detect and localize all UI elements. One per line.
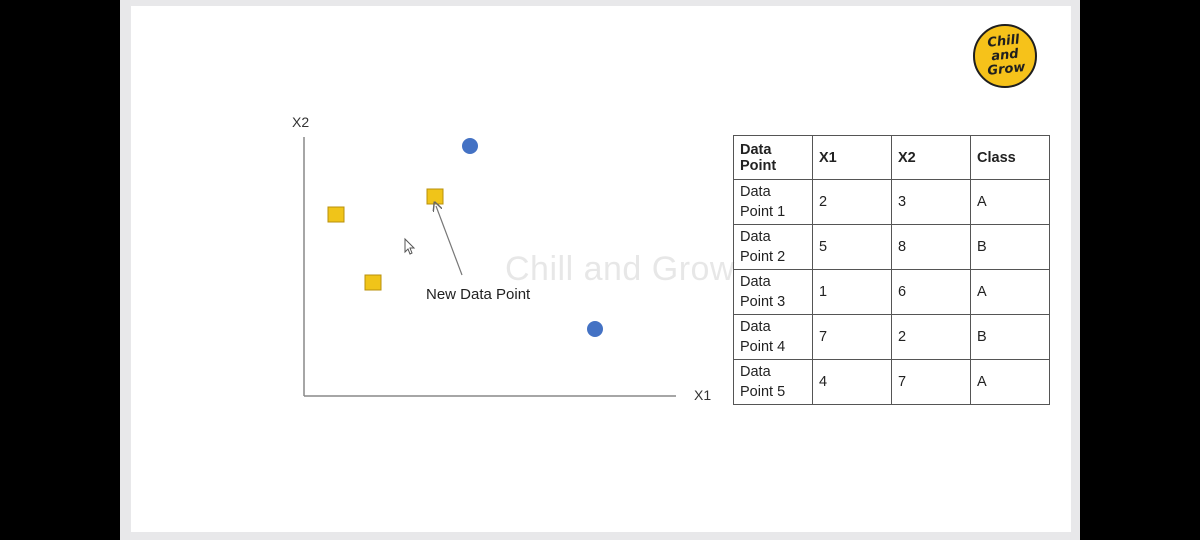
cell-point-name: Data Point 5 [733, 359, 813, 405]
header-class: Class [970, 135, 1050, 180]
table-row: Data Point 5 4 7 A [733, 359, 1050, 405]
cell-x2: 8 [891, 224, 971, 270]
cell-point-name: Data Point 4 [733, 314, 813, 360]
cell-class: B [970, 224, 1050, 270]
y-axis-label: X2 [292, 114, 309, 130]
circle-point [587, 321, 603, 337]
cell-class: A [970, 179, 1050, 225]
table-row: Data Point 4 7 2 B [733, 314, 1050, 360]
header-data-point: Data Point [733, 135, 813, 180]
cell-point-name: Data Point 2 [733, 224, 813, 270]
cell-x1: 4 [812, 359, 892, 405]
cell-x2: 2 [891, 314, 971, 360]
cell-class: A [970, 269, 1050, 315]
cell-x1: 5 [812, 224, 892, 270]
cell-x2: 7 [891, 359, 971, 405]
cell-point-name: Data Point 1 [733, 179, 813, 225]
data-table: Data Point X1 X2 Class Data Point 1 2 3 … [733, 135, 1050, 405]
x-axis-label: X1 [694, 387, 711, 403]
watermark-text: Chill and Grow [505, 250, 735, 288]
square-point [364, 274, 382, 291]
cell-x2: 3 [891, 179, 971, 225]
cell-x1: 2 [812, 179, 892, 225]
table-row: Data Point 1 2 3 A [733, 179, 1050, 225]
cell-x1: 7 [812, 314, 892, 360]
cell-x2: 6 [891, 269, 971, 315]
annotation-arrow [436, 206, 463, 276]
cell-class: A [970, 359, 1050, 405]
table-row: Data Point 3 1 6 A [733, 269, 1050, 315]
square-point [327, 206, 345, 223]
cell-class: B [970, 314, 1050, 360]
cell-x1: 1 [812, 269, 892, 315]
header-x2: X2 [891, 135, 971, 180]
chill-and-grow-logo: Chill and Grow [973, 24, 1037, 88]
table-header-row: Data Point X1 X2 Class [733, 135, 1050, 180]
header-x1: X1 [812, 135, 892, 180]
cell-point-name: Data Point 3 [733, 269, 813, 315]
mouse-cursor-icon [404, 237, 416, 255]
table-row: Data Point 2 5 8 B [733, 224, 1050, 270]
circle-point [462, 138, 478, 154]
new-data-point-square [426, 188, 444, 205]
new-data-point-label: New Data Point [426, 286, 531, 303]
